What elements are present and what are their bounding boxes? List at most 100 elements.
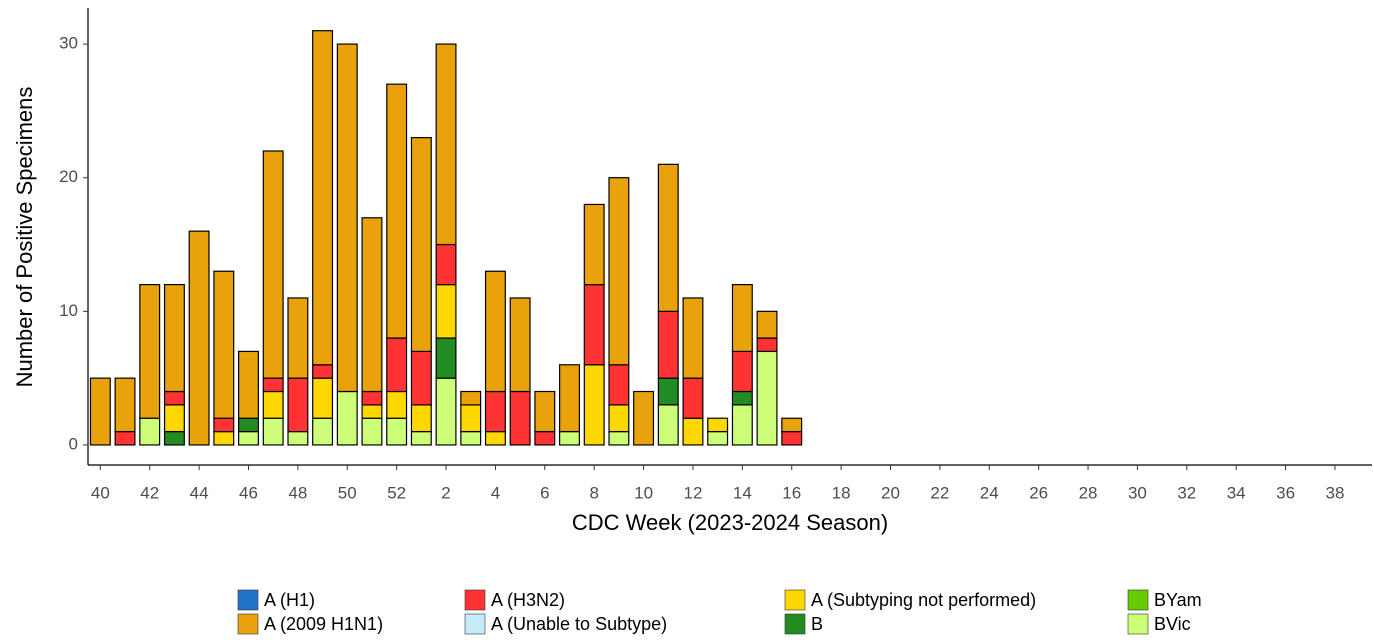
legend-label: B [811, 614, 823, 634]
x-axis-title: CDC Week (2023-2024 Season) [572, 510, 888, 535]
x-tick-label: 14 [733, 483, 752, 502]
bar-segment [361, 417, 383, 446]
x-tick-label: 2 [441, 483, 450, 502]
bar-segment [559, 430, 580, 446]
bar-segment [484, 390, 506, 433]
bar-segment [410, 137, 432, 353]
bar-segment [336, 43, 358, 393]
bar-segment [262, 417, 284, 446]
legend-label: BVic [1154, 614, 1191, 634]
bar-segment [213, 430, 235, 446]
x-tick-label: 8 [589, 483, 598, 502]
bar-segment [781, 417, 803, 433]
bar-segment [238, 430, 259, 446]
bar-segment [139, 284, 161, 419]
bar-segment [435, 243, 457, 286]
bar-segment [608, 364, 630, 406]
bar-segment [188, 230, 210, 446]
bar-segment [633, 390, 655, 446]
x-tick-label: 36 [1276, 483, 1295, 502]
legend-key [784, 589, 806, 611]
bar-segment [410, 350, 432, 406]
legend-label: A (Subtyping not performed) [811, 590, 1036, 610]
bar-segment [608, 430, 630, 446]
bar-segment [460, 390, 482, 406]
bar-segment [657, 310, 679, 379]
x-tick-label: 10 [634, 483, 653, 502]
legend-label: A (2009 H1N1) [264, 614, 383, 634]
bar-segment [213, 417, 235, 433]
legend-key [784, 613, 806, 635]
x-tick-label: 6 [540, 483, 549, 502]
y-tick-label: 0 [69, 434, 78, 453]
x-tick-label: 46 [239, 483, 258, 502]
x-tick-label: 4 [491, 483, 500, 502]
bar-segment [583, 203, 605, 286]
x-tick-label: 42 [140, 483, 159, 502]
x-tick-label: 24 [980, 483, 999, 502]
bar-segment [386, 390, 408, 419]
bar-segment [312, 377, 334, 419]
x-tick-label: 12 [684, 483, 703, 502]
bar-segment [682, 417, 704, 446]
bar-segment [534, 390, 556, 433]
x-tick-label: 30 [1128, 483, 1147, 502]
bar-segment [361, 404, 383, 419]
x-tick-label: 16 [782, 483, 801, 502]
bar-segment [386, 417, 408, 446]
x-tick-label: 52 [387, 483, 406, 502]
x-tick-label: 20 [881, 483, 900, 502]
bar-segment [435, 284, 457, 339]
bar-segment [559, 364, 580, 433]
bar-segment [682, 377, 704, 419]
bar-segment [238, 417, 259, 433]
x-tick-label: 28 [1079, 483, 1098, 502]
bar-segment [583, 364, 605, 446]
bar-segment [386, 337, 408, 393]
bar-segment [460, 404, 482, 433]
bar-segment [336, 390, 358, 446]
bar-segment [163, 404, 185, 433]
bar-segment [682, 297, 704, 379]
bar-segment [756, 350, 778, 446]
bar-segment [89, 377, 111, 446]
bar-segment [657, 377, 679, 406]
bar-segment [410, 404, 432, 433]
bar-segment [361, 390, 383, 406]
bar-segment [731, 284, 753, 353]
y-tick-label: 30 [59, 34, 78, 53]
bar-segment [534, 430, 556, 446]
bar-segment [238, 350, 259, 419]
bar-segment [114, 430, 136, 446]
x-tick-label: 18 [832, 483, 851, 502]
bar-segment [731, 404, 753, 446]
bar-segment [312, 417, 334, 446]
bar-segment [262, 390, 284, 419]
bar-segment [731, 350, 753, 393]
legend-label: A (H1) [264, 590, 315, 610]
bar-segment [509, 297, 531, 393]
x-tick-label: 32 [1177, 483, 1196, 502]
bar-segment [707, 417, 729, 433]
bar-segment [781, 430, 803, 446]
bar-segment [163, 390, 185, 406]
legend-key [464, 613, 486, 635]
x-tick-label: 50 [338, 483, 357, 502]
bar-segment [657, 163, 679, 312]
legend-key [1127, 589, 1149, 611]
bar-segment [410, 430, 432, 446]
bar-segment [262, 150, 284, 379]
bar-segment [312, 364, 334, 379]
x-tick-label: 40 [91, 483, 110, 502]
bar-segment [287, 430, 309, 446]
bar-segment [262, 377, 284, 393]
bar-segment [163, 430, 185, 446]
bar-segment [163, 284, 185, 393]
y-tick-label: 20 [59, 167, 78, 186]
x-tick-label: 26 [1029, 483, 1048, 502]
bar-segment [139, 417, 161, 446]
bar-segment [460, 430, 482, 446]
y-axis-title: Number of Positive Specimens [12, 87, 37, 388]
legend-key [1127, 613, 1149, 635]
legend-key [464, 589, 486, 611]
